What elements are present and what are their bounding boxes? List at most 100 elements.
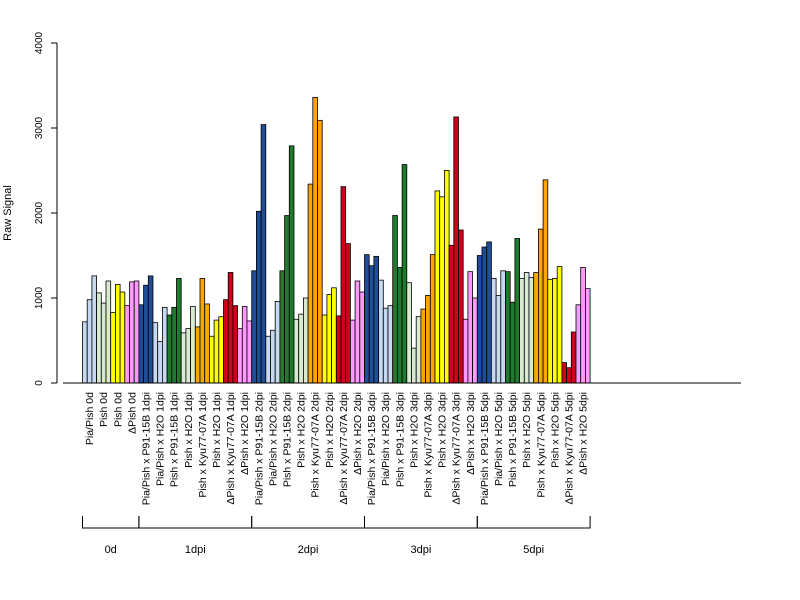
bar-group <box>96 280 112 384</box>
x-tick-label: Pish 0d <box>112 392 124 427</box>
bar <box>91 275 98 384</box>
bar <box>387 305 394 384</box>
group-label: 0d <box>105 544 117 556</box>
bar <box>82 321 88 384</box>
bar <box>354 280 361 384</box>
bar <box>547 278 553 384</box>
bar <box>425 295 431 384</box>
y-axis: 0 1000 2000 3000 4000 Raw Signal <box>2 31 58 386</box>
bar-group <box>152 306 168 384</box>
bar-group <box>166 278 182 384</box>
bar-group <box>223 272 238 384</box>
bar-group <box>406 282 422 384</box>
bar <box>260 124 267 384</box>
x-tick-label: Pia/Pish x P91-15B 5dpi <box>479 392 491 505</box>
bar <box>373 255 379 384</box>
bar-group <box>307 97 323 384</box>
bar <box>495 295 502 384</box>
bar <box>237 328 243 384</box>
bar <box>147 275 154 384</box>
bar-group <box>434 170 450 384</box>
x-tick-label: ΔPish x Kyu77-07A 3dpi <box>451 392 463 505</box>
x-tick-label: ΔPish x Kyu77-07A 2dpi <box>338 392 350 505</box>
x-tick-label: Pish x H2O 1dpi <box>211 392 223 468</box>
bar-group <box>420 254 436 384</box>
bar <box>481 246 488 384</box>
bar <box>542 179 549 384</box>
bar-group <box>208 316 224 384</box>
bar <box>519 278 525 384</box>
bar-group <box>349 280 365 384</box>
bar <box>439 196 445 384</box>
bar-group <box>378 279 394 384</box>
bar <box>284 215 290 384</box>
bar-group <box>279 145 295 384</box>
bar <box>270 329 276 384</box>
x-tick-label: Pish x Kyu77-07A 5dpi <box>535 392 547 498</box>
bar <box>100 302 107 384</box>
bar <box>279 270 285 384</box>
x-tick-label: ΔPish x H2O 3dpi <box>465 392 477 475</box>
group-bracket <box>82 516 140 529</box>
bar <box>241 306 248 384</box>
bar <box>443 170 450 384</box>
bar <box>401 164 408 384</box>
bar <box>585 288 591 384</box>
bar-group <box>265 300 281 384</box>
x-tick-label: Pish 0d <box>98 392 110 427</box>
bar <box>317 119 323 384</box>
bar-group <box>194 278 210 384</box>
group-bracket <box>364 516 478 529</box>
x-tick-label: Pish x H2O 5dpi <box>521 392 533 468</box>
bar <box>185 328 191 384</box>
x-tick-label: Pish x H2O 2dpi <box>296 392 308 468</box>
bar <box>326 294 332 384</box>
bar <box>190 306 196 384</box>
bar-group <box>547 266 563 384</box>
x-tick-label: Pish x P91-15B 1dpi <box>169 392 181 487</box>
bar <box>345 243 351 384</box>
bar <box>232 305 238 384</box>
bar <box>570 331 577 384</box>
bar <box>561 362 568 384</box>
bar <box>208 335 215 384</box>
group-label: 1dpi <box>185 544 206 556</box>
bar <box>302 297 309 384</box>
bar-group <box>237 306 253 384</box>
bar <box>538 228 544 384</box>
bar <box>490 278 497 384</box>
bar-group <box>533 179 549 384</box>
bar <box>378 279 384 384</box>
group-label: 3dpi <box>411 544 432 556</box>
bar <box>476 255 483 384</box>
group-brackets: 0d 1dpi 2dpi 3dpi 5dpi <box>82 516 591 556</box>
bar <box>458 229 464 384</box>
bar <box>213 319 220 384</box>
bar <box>406 282 412 384</box>
bar <box>556 266 563 384</box>
x-tick-label: Pish x Kyu77-07A 3dpi <box>422 392 434 498</box>
bar <box>204 303 210 384</box>
bar <box>509 301 516 384</box>
bar <box>124 305 130 384</box>
x-tick-label: Pish x Kyu77-07A 2dpi <box>310 392 322 498</box>
y-axis-label: Raw Signal <box>2 185 14 241</box>
x-tick-label: Pish x H2O 1dpi <box>183 392 195 468</box>
bar <box>133 280 140 384</box>
bar-group <box>82 275 98 384</box>
x-tick-label: Pish x P91-15B 5dpi <box>507 392 519 487</box>
bar-group <box>180 306 196 384</box>
group-bracket <box>251 516 365 529</box>
bar <box>528 277 535 384</box>
x-tick-label: Pia/Pish x P91-15B 3dpi <box>366 392 378 505</box>
bar <box>566 367 572 384</box>
bar <box>115 283 121 384</box>
bar <box>580 266 586 384</box>
bar <box>218 316 224 384</box>
x-tick-label: Pia/Pish x H2O 1dpi <box>155 392 167 486</box>
x-tick-label: Pish x Kyu77-07A 1dpi <box>197 392 209 498</box>
bar <box>157 340 163 384</box>
x-tick-label: ΔPish x H2O 1dpi <box>239 392 251 475</box>
bar <box>129 281 135 384</box>
group-bracket <box>476 516 591 529</box>
